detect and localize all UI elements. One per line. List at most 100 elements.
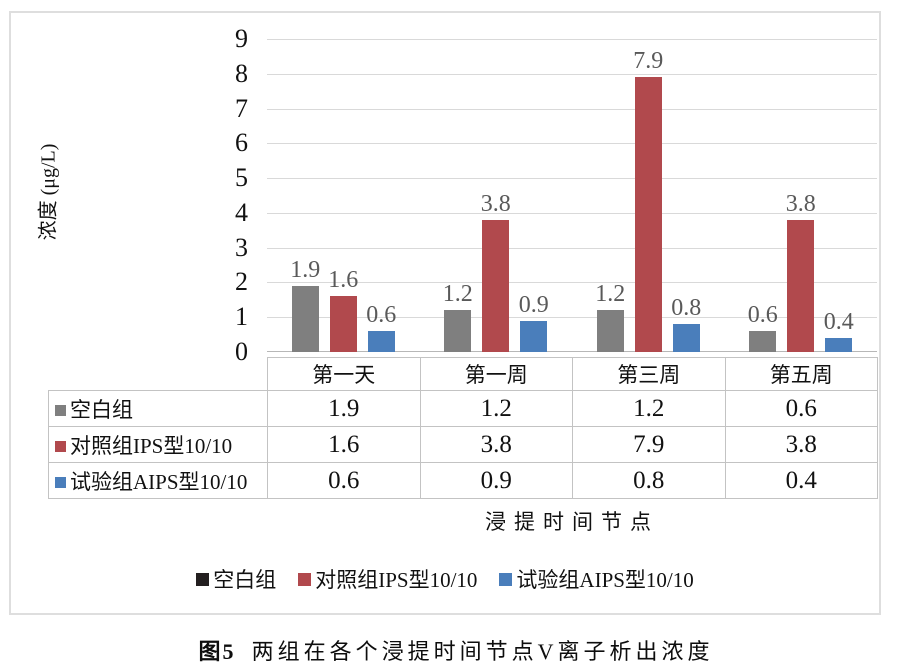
value-cell-空白组-第三周: 1.2 [572, 390, 726, 427]
legend-label: 试验组AIPS型10/10 [516, 568, 694, 592]
bar-value-label: 0.9 [518, 291, 549, 318]
y-tick-label-1: 1 [235, 302, 248, 332]
legend-swatch-icon [298, 572, 312, 586]
series-name-label: 空白组 [70, 397, 133, 422]
bar-wrap: 1.6 [328, 268, 358, 352]
table-row-对照组IPS型10/10: 对照组IPS型10/10 1.6 3.8 7.9 3.8 [48, 426, 878, 463]
bar-wrap: 3.8 [786, 191, 816, 352]
bar-value-label: 0.4 [823, 309, 854, 336]
bar-value-label: 1.2 [595, 281, 626, 308]
gridline-9 [267, 39, 877, 40]
bar-试验组AIPS型10/10-第一周 [520, 320, 548, 352]
bar-group-第一天: 1.9 1.6 0.6 [267, 39, 420, 352]
x-axis-title: 浸提时间节点 [485, 510, 659, 534]
y-tick-label-4: 4 [235, 197, 248, 227]
bar-value-label: 3.8 [480, 190, 511, 217]
y-tick-label-3: 3 [235, 232, 248, 262]
column-header-第五周: 第五周 [724, 357, 878, 391]
series-name-cell: 对照组IPS型10/10 [48, 426, 268, 463]
x-axis-line [267, 351, 877, 352]
bar-wrap: 0.8 [671, 296, 701, 352]
bar-value-label: 0.6 [366, 302, 397, 329]
bar-试验组AIPS型10/10-第五周 [825, 338, 853, 352]
bar-value-label: 0.8 [671, 295, 702, 322]
bar-wrap: 3.8 [480, 190, 511, 352]
y-tick-label-6: 6 [235, 128, 248, 158]
gridline-4 [267, 212, 877, 214]
y-tick-label-7: 7 [235, 93, 248, 123]
y-tick-label-5: 5 [235, 163, 248, 193]
caption-text: 两组在各个浸提时间节点V离子析出浓度 [251, 639, 714, 664]
bar-group-第三周: 1.2 7.9 0.8 [572, 39, 725, 352]
series-name-label: 试验组AIPS型10/10 [70, 469, 248, 494]
column-header-第三周: 第三周 [572, 357, 726, 391]
column-header-第一周: 第一周 [419, 357, 573, 391]
data-table: 第一天 第一周 第三周 第五周 空白组 1.9 1.2 1.2 0.6 对照组IPS型10/10 1… [48, 357, 878, 499]
bar-value-label: 1.6 [328, 267, 359, 294]
bar-wrap: 7.9 [633, 49, 663, 352]
value-cell-空白组-第一周: 1.2 [419, 390, 573, 427]
legend-label: 对照组IPS型10/10 [315, 568, 478, 592]
bar-wrap: 0.9 [518, 291, 549, 352]
gridline-5 [267, 178, 877, 180]
bar-wrap: 1.2 [443, 282, 473, 352]
gridline-3 [267, 247, 877, 249]
gridline-2 [267, 282, 877, 284]
column-header-第一天: 第一天 [267, 357, 421, 391]
bar-wrap: 0.6 [366, 303, 396, 352]
series-swatch [55, 476, 66, 488]
table-row-试验组AIPS型10/10: 试验组AIPS型10/10 0.6 0.9 0.8 0.4 [48, 462, 878, 499]
bar-对照组IPS型10/10-第五周 [787, 219, 815, 352]
series-swatch [55, 440, 66, 452]
bar-group-第五周: 0.6 3.8 0.4 [725, 39, 878, 352]
bar-空白组-第一天 [291, 285, 319, 352]
gridline-7 [267, 108, 877, 110]
bar-空白组-第五周 [749, 331, 777, 352]
series-name-label: 对照组IPS型10/10 [70, 433, 233, 458]
value-cell-空白组-第一天: 1.9 [267, 390, 421, 427]
value-cell-空白组-第五周: 0.6 [724, 390, 878, 427]
bar-空白组-第三周 [596, 310, 624, 352]
y-tick-label-9: 9 [235, 24, 248, 53]
bar-value-label: 7.9 [633, 48, 664, 75]
y-axis-title: 浓度 (μg/L) [37, 143, 60, 241]
value-cell-对照组IPS型10/10-第五周: 3.8 [724, 426, 878, 463]
gridline-1 [267, 317, 877, 319]
caption-label: 图5 [198, 639, 236, 664]
legend-item-试验组AIPS型10/10: 试验组AIPS型10/10 [499, 564, 694, 594]
bar-value-label: 1.9 [290, 256, 321, 283]
y-tick-label-8: 8 [235, 58, 248, 88]
bar-wrap: 1.9 [290, 256, 321, 352]
bar-value-label: 0.6 [747, 302, 778, 329]
bar-空白组-第一周 [444, 310, 472, 352]
bar-wrap: 0.4 [824, 310, 854, 352]
legend-swatch-icon [499, 572, 513, 586]
value-cell-试验组AIPS型10/10-第五周: 0.4 [724, 462, 878, 499]
value-cell-试验组AIPS型10/10-第三周: 0.8 [572, 462, 726, 499]
legend-item-对照组IPS型10/10: 对照组IPS型10/10 [298, 564, 477, 594]
gridline-6 [267, 143, 877, 145]
bar-group-第一周: 1.2 3.8 0.9 [420, 39, 573, 352]
plot-area: 1.9 1.6 0.6 1.2 3.8 0.9 1.2 7.9 0.8 0.6 3.8 0.4 [267, 39, 877, 352]
bar-试验组AIPS型10/10-第一天 [367, 331, 395, 352]
bar-wrap: 1.2 [595, 282, 625, 352]
bar-对照组IPS型10/10-第一周 [482, 219, 510, 352]
value-cell-对照组IPS型10/10-第一天: 1.6 [267, 426, 421, 463]
legend-label: 空白组 [213, 568, 277, 592]
table-header-row: 第一天 第一周 第三周 第五周 [49, 357, 878, 391]
series-name-cell: 试验组AIPS型10/10 [48, 462, 268, 499]
table-row-空白组: 空白组 1.9 1.2 1.2 0.6 [48, 390, 878, 427]
bar-试验组AIPS型10/10-第三周 [672, 324, 700, 352]
table-corner-cell [49, 358, 268, 391]
y-tick-label-2: 2 [235, 267, 248, 297]
series-swatch [55, 404, 66, 416]
y-tick-label-0: 0 [235, 337, 248, 366]
bar-对照组IPS型10/10-第一天 [329, 296, 357, 352]
series-name-cell: 空白组 [48, 390, 268, 427]
figure-caption: 图5 两组在各个浸提时间节点V离子析出浓度 [0, 634, 912, 666]
chart-legend: 空白组 对照组IPS型10/10 试验组AIPS型10/10 [9, 564, 881, 594]
value-cell-试验组AIPS型10/10-第一天: 0.6 [267, 462, 421, 499]
legend-swatch-icon [196, 572, 210, 586]
value-cell-对照组IPS型10/10-第一周: 3.8 [419, 426, 573, 463]
